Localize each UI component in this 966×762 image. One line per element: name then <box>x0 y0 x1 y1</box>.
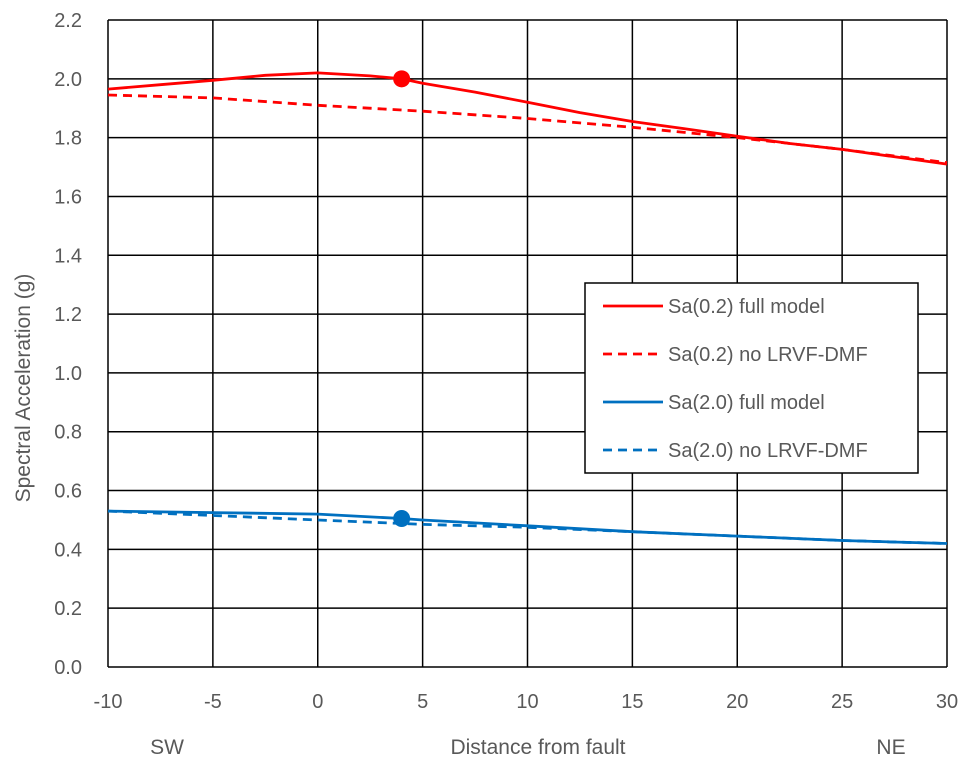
x-tick-label: 15 <box>621 691 643 713</box>
x-axis-title: Distance from fault <box>450 736 625 759</box>
series-line <box>107 93 948 164</box>
y-tick-label: 1.8 <box>54 128 82 150</box>
y-tick-label: 1.4 <box>54 245 82 267</box>
x-tick-label: -5 <box>204 691 222 713</box>
x-tick-label: 0 <box>312 691 323 713</box>
y-tick-label: 2.2 <box>54 10 82 32</box>
y-tick-label: 0.8 <box>54 422 82 444</box>
y-tick-label: 0.0 <box>54 657 82 679</box>
legend-label: Sa(2.0) full model <box>668 392 825 414</box>
y-tick-label: 0.2 <box>54 598 82 620</box>
y-tick-label: 1.2 <box>54 304 82 326</box>
y-axis-title: Spectral Acceleration (g) <box>12 274 35 503</box>
y-tick-label: 1.0 <box>54 363 82 385</box>
highlight-point <box>393 70 411 88</box>
legend: Sa(0.2) full model Sa(0.2) no LRVF-DMF Sa(… <box>584 282 919 474</box>
series-lines <box>107 71 948 545</box>
x-tick-label: 10 <box>516 691 538 713</box>
highlight-markers <box>393 70 411 527</box>
x-side-label-ne: NE <box>876 736 905 759</box>
x-tick-label: -10 <box>94 691 123 713</box>
y-tick-labels: 0.0 0.2 0.4 0.6 0.8 1.0 1.2 1.4 1.6 1.8 2.0 2.2 <box>54 10 82 679</box>
series-line <box>107 509 948 545</box>
x-tick-label: 5 <box>417 691 428 713</box>
x-tick-label: 20 <box>726 691 748 713</box>
y-tick-label: 0.4 <box>54 539 82 561</box>
legend-label: Sa(0.2) full model <box>668 296 825 318</box>
legend-label: Sa(0.2) no LRVF-DMF <box>668 344 868 366</box>
x-tick-label: 25 <box>831 691 853 713</box>
x-tick-labels: -10 -5 0 5 10 15 20 25 30 <box>94 691 959 713</box>
y-tick-label: 2.0 <box>54 69 82 91</box>
legend-box <box>584 282 919 474</box>
x-side-label-sw: SW <box>150 736 184 759</box>
x-tick-label: 30 <box>936 691 958 713</box>
highlight-point <box>393 509 411 527</box>
legend-label: Sa(2.0) no LRVF-DMF <box>668 440 868 462</box>
y-tick-label: 1.6 <box>54 186 82 208</box>
y-tick-label: 0.6 <box>54 481 82 503</box>
